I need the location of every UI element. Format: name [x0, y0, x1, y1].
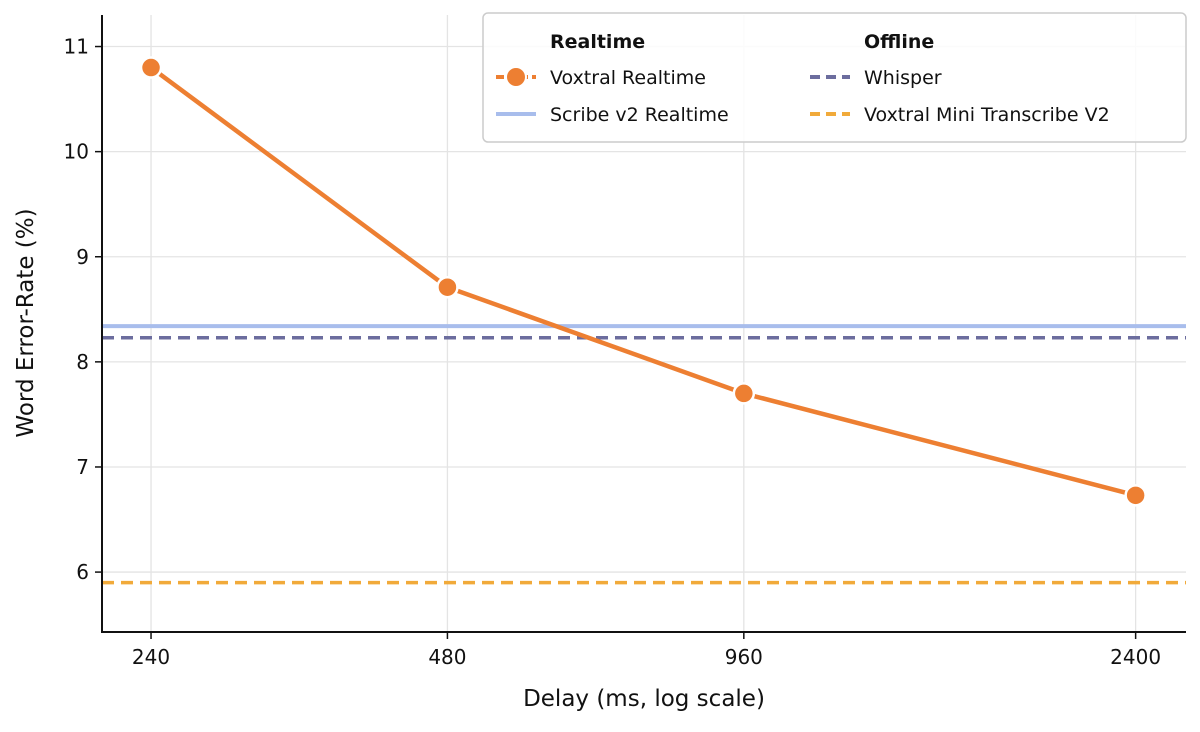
x-tick-label: 480 — [428, 645, 466, 669]
reference-lines — [102, 324, 1186, 585]
legend-label-voxtral-mini: Voxtral Mini Transcribe V2 — [864, 104, 1110, 126]
legend-marker-voxtral-realtime — [505, 66, 527, 88]
y-tick-label: 11 — [64, 35, 89, 59]
y-tick-label: 9 — [76, 245, 89, 269]
legend: Realtime Offline Voxtral Realtime Scribe… — [482, 12, 1187, 143]
axes: 6 7 8 9 10 11 240 480 960 2400 — [64, 15, 1186, 669]
series-line-voxtral-realtime — [149, 65, 1137, 498]
x-tick-label: 240 — [132, 645, 170, 669]
legend-group-offline: Offline — [864, 31, 934, 53]
y-tick-label: 10 — [64, 140, 89, 164]
legend-group-realtime: Realtime — [550, 31, 645, 53]
x-tick-label: 2400 — [1110, 645, 1161, 669]
data-point-voxtral-realtime — [732, 382, 756, 405]
legend-label-scribe: Scribe v2 Realtime — [550, 104, 729, 126]
series-layer — [139, 56, 1147, 507]
data-point-voxtral-realtime — [139, 56, 163, 79]
legend-label-whisper: Whisper — [864, 67, 942, 89]
y-tick-label: 7 — [76, 455, 89, 479]
y-axis-label: Word Error-Rate (%) — [13, 208, 39, 437]
x-axis-label: Delay (ms, log scale) — [523, 686, 765, 712]
y-tick-label: 8 — [76, 350, 89, 374]
y-tick-label: 6 — [76, 560, 89, 584]
data-point-voxtral-realtime — [1124, 484, 1147, 507]
legend-label-voxtral-realtime: Voxtral Realtime — [550, 67, 706, 89]
x-tick-label: 960 — [725, 645, 763, 669]
data-point-voxtral-realtime — [436, 275, 459, 299]
